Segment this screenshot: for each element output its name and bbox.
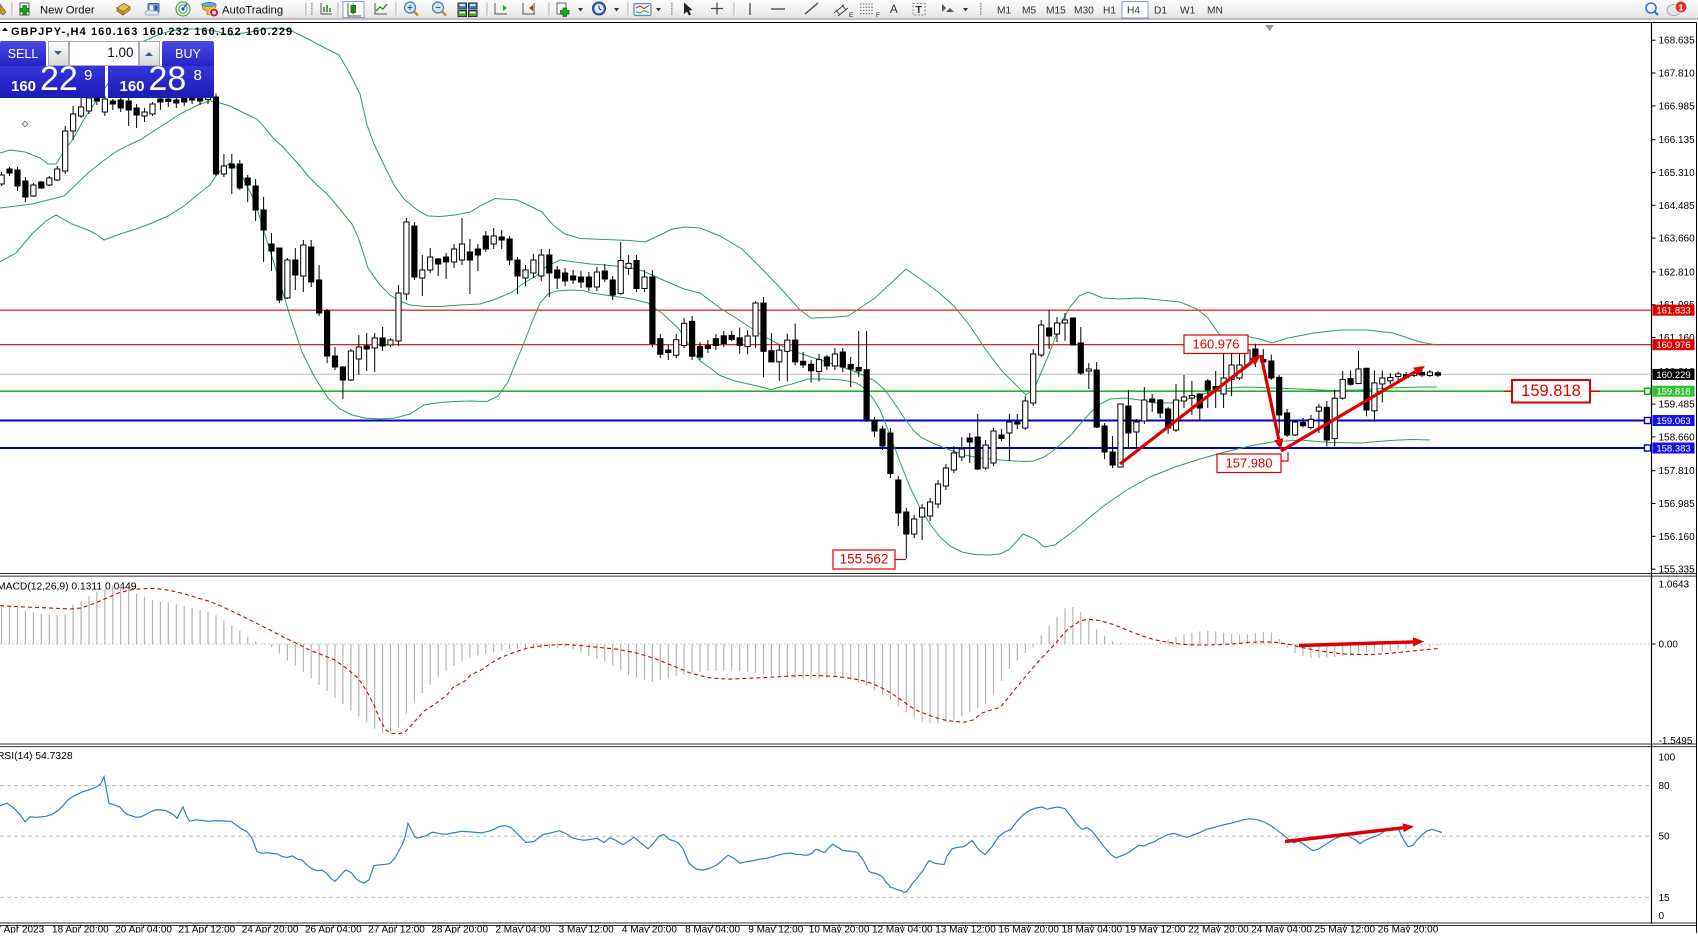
svg-text:21 Apr 12:00: 21 Apr 12:00 [179, 925, 236, 934]
svg-text:166.985: 166.985 [1659, 101, 1696, 112]
svg-text:164.485: 164.485 [1659, 201, 1696, 212]
svg-text:8 May 04:00: 8 May 04:00 [685, 925, 740, 934]
svg-text:24 Apr 20:00: 24 Apr 20:00 [242, 925, 299, 934]
svg-text:159.063: 159.063 [1656, 416, 1690, 427]
svg-text:161.833: 161.833 [1656, 306, 1690, 317]
svg-text:1.0643: 1.0643 [1659, 580, 1690, 591]
svg-text:26 Apr 04:00: 26 Apr 04:00 [305, 925, 362, 934]
svg-text:H4: H4 [1127, 6, 1140, 17]
svg-text:159.818: 159.818 [1656, 387, 1690, 398]
svg-text:E: E [849, 12, 854, 19]
svg-text:16 May 20:00: 16 May 20:00 [998, 925, 1059, 934]
svg-text:T: T [916, 4, 923, 16]
svg-text:18 May 04:00: 18 May 04:00 [1062, 925, 1123, 934]
svg-text:0: 0 [1659, 911, 1665, 922]
svg-text:9 May 12:00: 9 May 12:00 [748, 925, 803, 934]
svg-text:156.160: 156.160 [1659, 532, 1696, 543]
svg-text:20 Apr 04:00: 20 Apr 04:00 [115, 925, 172, 934]
svg-text:156.985: 156.985 [1659, 499, 1696, 510]
svg-text:162.810: 162.810 [1659, 267, 1696, 278]
svg-text:80: 80 [1659, 781, 1671, 792]
svg-text:19 May 12:00: 19 May 12:00 [1125, 925, 1186, 934]
svg-text:-1.5495: -1.5495 [1659, 736, 1693, 747]
svg-text:159.485: 159.485 [1659, 400, 1696, 411]
svg-text:22 May 20:00: 22 May 20:00 [1188, 925, 1249, 934]
svg-text:MN: MN [1207, 6, 1223, 17]
svg-text:−: − [435, 3, 441, 14]
svg-text:100: 100 [1659, 753, 1676, 764]
svg-text:M15: M15 [1046, 6, 1066, 17]
svg-text:15: 15 [1659, 893, 1671, 904]
svg-text:D1: D1 [1154, 6, 1167, 17]
svg-text:28 Apr 20:00: 28 Apr 20:00 [431, 925, 488, 934]
svg-text:H1: H1 [1103, 6, 1116, 17]
svg-text:M1: M1 [997, 6, 1011, 17]
svg-text:RSI(14) 54.7328: RSI(14) 54.7328 [0, 751, 73, 762]
svg-text:161.160: 161.160 [1659, 333, 1696, 344]
svg-text:3 May 12:00: 3 May 12:00 [559, 925, 614, 934]
svg-text:F: F [876, 12, 880, 19]
svg-text:160.976: 160.976 [1656, 340, 1690, 351]
svg-text:10 May 20:00: 10 May 20:00 [809, 925, 870, 934]
svg-text:13 May 12:00: 13 May 12:00 [935, 925, 996, 934]
svg-text:M30: M30 [1074, 6, 1094, 17]
svg-text:AutoTrading: AutoTrading [222, 5, 283, 17]
svg-text:4 May 20:00: 4 May 20:00 [622, 925, 677, 934]
svg-text:2 May 04:00: 2 May 04:00 [495, 925, 550, 934]
svg-text:166.135: 166.135 [1659, 135, 1696, 146]
svg-text:MACD(12,26,9) 0.1311 0.0449: MACD(12,26,9) 0.1311 0.0449 [0, 582, 137, 593]
svg-text:24 May 04:00: 24 May 04:00 [1251, 925, 1312, 934]
svg-text:165.310: 165.310 [1659, 168, 1696, 179]
svg-text:168.635: 168.635 [1659, 36, 1696, 47]
svg-text:158.383: 158.383 [1656, 444, 1690, 455]
svg-text:160.976: 160.976 [1193, 336, 1240, 351]
svg-text:18 Apr 20:00: 18 Apr 20:00 [52, 925, 109, 934]
svg-text:155.562: 155.562 [840, 552, 889, 567]
svg-text:157.980: 157.980 [1226, 455, 1273, 470]
svg-text:1: 1 [1679, 3, 1684, 13]
svg-text:W1: W1 [1180, 6, 1196, 17]
svg-text:A: A [890, 4, 898, 16]
svg-text:26 May 20:00: 26 May 20:00 [1378, 925, 1439, 934]
svg-text:157.810: 157.810 [1659, 466, 1696, 477]
svg-text:17 Apr 2023: 17 Apr 2023 [0, 925, 45, 934]
svg-text:27 Apr 12:00: 27 Apr 12:00 [368, 925, 425, 934]
svg-text:New Order: New Order [40, 5, 95, 17]
svg-text:155.335: 155.335 [1659, 565, 1696, 576]
svg-text:0.00: 0.00 [1659, 640, 1679, 651]
svg-text:167.810: 167.810 [1659, 69, 1696, 80]
svg-text:50: 50 [1659, 832, 1671, 843]
svg-text:+: + [407, 3, 413, 14]
svg-text:M5: M5 [1022, 6, 1036, 17]
svg-text:25 May 12:00: 25 May 12:00 [1314, 925, 1375, 934]
svg-text:12 May 04:00: 12 May 04:00 [872, 925, 933, 934]
svg-text:GBPJPY-,H4 160.163 160.232 16: GBPJPY-,H4 160.163 160.232 160.162 160.2… [11, 26, 293, 38]
svg-text:160.229: 160.229 [1656, 370, 1690, 381]
svg-text:159.818: 159.818 [1521, 382, 1581, 400]
svg-text:163.660: 163.660 [1659, 234, 1696, 245]
svg-text:158.660: 158.660 [1659, 432, 1696, 443]
